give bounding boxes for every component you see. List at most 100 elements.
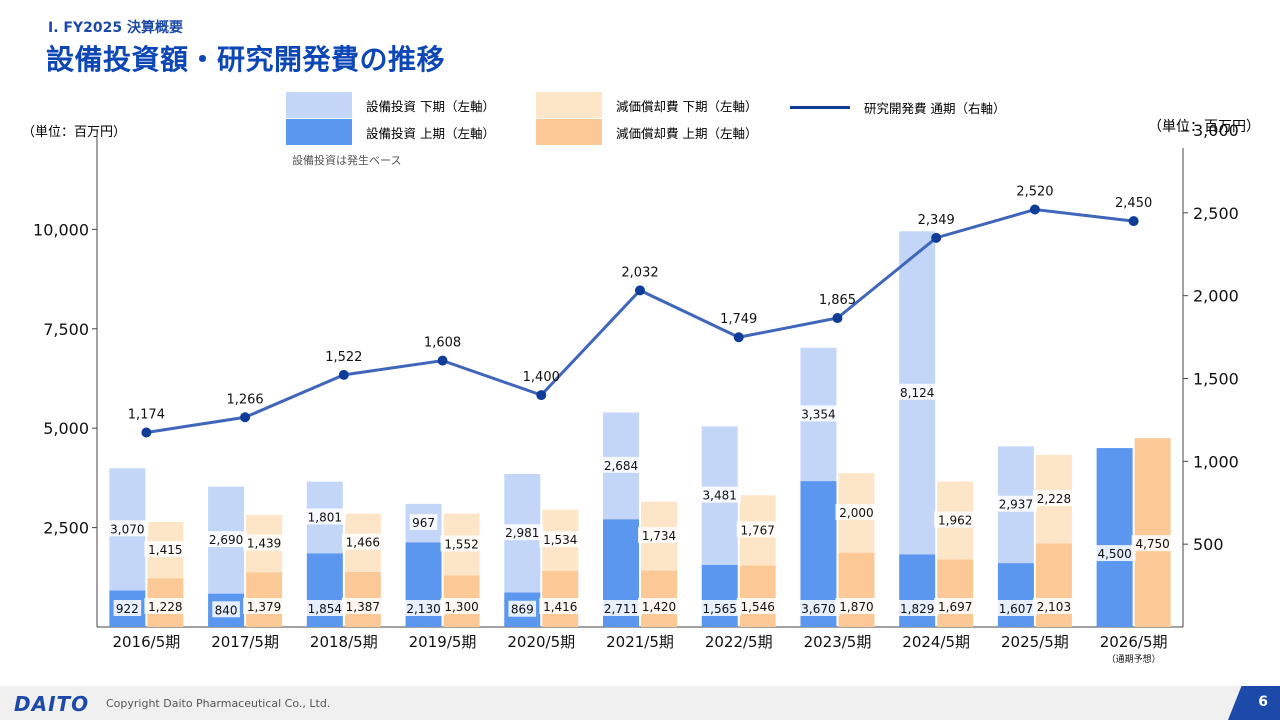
- label-dep-second-bg: [736, 521, 779, 538]
- right-axis-tick-label: 1,000: [1193, 452, 1239, 471]
- label-dep-first-bg: [638, 598, 680, 614]
- label-dep-second: 2,000: [839, 506, 873, 520]
- label-dep-first: 1,416: [543, 600, 577, 614]
- label-dep-first-bg: [835, 598, 878, 614]
- label-capex-second-bg: [205, 531, 248, 548]
- footer-accent: [1228, 686, 1280, 720]
- label-dep-first-bg: [341, 598, 384, 614]
- label-dep-first: 1,697: [938, 600, 972, 614]
- label-capex-second-bg: [106, 520, 149, 537]
- label-dep-first-bg: [736, 598, 779, 614]
- rd-point: [635, 285, 645, 296]
- rd-point: [338, 369, 349, 380]
- right-axis-tick-label: 500: [1193, 535, 1224, 554]
- label-capex-first: 840: [215, 603, 238, 617]
- label-capex-second-bg: [994, 495, 1037, 512]
- label-dep-second-bg: [243, 534, 286, 551]
- rd-value-label: 2,032: [621, 265, 658, 280]
- rd-value-label: 1,749: [720, 312, 757, 327]
- label-dep-first: 1,387: [346, 600, 380, 614]
- label-capex-first: 1,829: [900, 602, 934, 616]
- label-capex-first-bg: [113, 600, 142, 616]
- bar-dep-first: [739, 565, 776, 627]
- label-dep-second: 1,439: [247, 537, 281, 551]
- right-axis-tick-label: 3,000: [1193, 121, 1239, 140]
- category-label: 2024/5期: [902, 633, 970, 651]
- rd-point: [536, 390, 547, 401]
- left-axis-tick-label: 7,500: [43, 320, 89, 339]
- label-capex-second-bg: [501, 524, 544, 541]
- label-capex-second: 967: [412, 516, 435, 530]
- label-capex-first-bg: [994, 600, 1037, 616]
- legend-dep-first: 減価償却費 上期（左軸）: [536, 119, 757, 145]
- rd-value-label: 1,522: [325, 350, 362, 365]
- label-dep-first: 1,546: [741, 600, 775, 614]
- rd-point: [931, 232, 942, 243]
- rd-value-label: 2,520: [1016, 185, 1053, 200]
- legend-swatch-capex-second: [286, 92, 352, 118]
- label-dep-first-bg: [1032, 598, 1075, 614]
- label-capex-first: 1,565: [703, 602, 737, 616]
- section-heading: Ⅰ. FY2025 決算概要: [48, 20, 183, 36]
- chart-note: 設備投資は発生ベース: [292, 154, 402, 167]
- label-capex-second: 3,481: [703, 489, 737, 503]
- rd-value-label: 2,349: [918, 213, 955, 228]
- rd-point: [832, 313, 843, 324]
- bar-dep-first: [1134, 438, 1171, 627]
- bar-capex-first: [899, 554, 936, 627]
- legend-swatch-dep-first: [536, 119, 602, 145]
- label-capex-first-bg: [303, 600, 346, 616]
- label-capex-second-bg: [698, 486, 741, 503]
- company-logo: DAITO: [14, 692, 90, 716]
- left-axis-tick-label: 5,000: [43, 419, 89, 438]
- label-capex-first-bg: [212, 601, 240, 618]
- category-label: 2026/5期: [1100, 633, 1168, 651]
- label-dep-second: 1,552: [444, 537, 478, 551]
- label-capex-second-bg: [409, 514, 438, 531]
- label-dep-second: 1,466: [346, 536, 380, 550]
- category-label: 2018/5期: [310, 633, 378, 651]
- bar-dep-first: [1035, 543, 1072, 627]
- bar-capex-first: [1096, 448, 1133, 627]
- label-dep-first: 1,870: [839, 600, 873, 614]
- label-dep-second-bg: [638, 527, 680, 544]
- category-label: 2016/5期: [112, 633, 180, 651]
- label-capex-second: 2,690: [209, 533, 243, 547]
- left-axis-tick-label: 10,000: [33, 220, 89, 239]
- label-dep-first-bg: [934, 598, 977, 614]
- label-capex-first-bg: [1093, 545, 1136, 562]
- label-dep-second-bg: [341, 533, 384, 550]
- label-capex-first: 869: [511, 603, 534, 617]
- rd-point: [437, 355, 448, 366]
- category-label: 2025/5期: [1001, 633, 1069, 651]
- category-label: 2019/5期: [409, 633, 477, 651]
- label-dep-first-bg: [440, 598, 483, 614]
- label-capex-first: 922: [116, 602, 139, 616]
- label-capex-first: 3,670: [801, 602, 835, 616]
- label-dep-second-bg: [835, 503, 878, 520]
- label-capex-first: 2,711: [604, 602, 638, 616]
- page-number: 6: [1258, 694, 1268, 710]
- label-capex-second: 1,801: [308, 510, 342, 524]
- label-dep-second: 1,415: [148, 543, 182, 557]
- label-dep-second-bg: [440, 535, 483, 552]
- label-capex-second: 2,937: [999, 498, 1033, 512]
- label-dep-first: 4,750: [1135, 537, 1169, 551]
- bar-dep-first: [937, 559, 974, 627]
- rd-value-label: 1,174: [128, 408, 165, 423]
- label-dep-first: 1,420: [642, 600, 676, 614]
- footer: DAITO Copyright Daito Pharmaceutical Co.…: [0, 686, 1280, 720]
- label-capex-first-bg: [797, 600, 840, 616]
- legend-rd: 研究開発費 通期（右軸）: [790, 98, 1005, 117]
- rd-point: [1128, 216, 1139, 227]
- bar-dep-first: [838, 552, 875, 627]
- label-capex-second-bg: [896, 383, 939, 400]
- label-capex-first: 1,607: [999, 602, 1033, 616]
- label-capex-second: 2,981: [505, 526, 539, 540]
- label-capex-first-bg: [600, 600, 642, 616]
- label-dep-second-bg: [539, 531, 582, 548]
- category-label: 2020/5期: [507, 633, 575, 651]
- bar-capex-first: [701, 564, 738, 627]
- label-capex-first: 1,854: [308, 602, 342, 616]
- legend-label-rd: 研究開発費 通期（右軸）: [864, 101, 1006, 116]
